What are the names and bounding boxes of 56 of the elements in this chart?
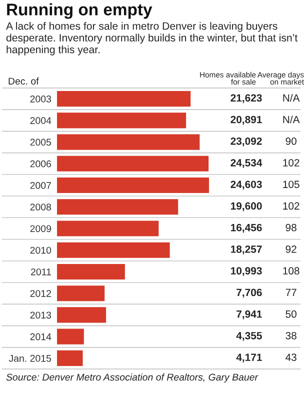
chart-subtitle: A lack of homes for sale in metro Denver is leaving buyers desperate. Inventory normally builds in the winter, but that isn’t happening this year.	[6, 22, 298, 56]
data-label: 4,171	[236, 354, 262, 362]
text: 90	[286, 137, 296, 145]
text: 98	[286, 224, 296, 232]
y-tick-label: 2011	[31, 268, 51, 276]
text: 38	[286, 332, 296, 340]
y-tick-label: 2005	[30, 138, 52, 146]
data-label: 20,891	[230, 116, 262, 125]
y-tick-label: 2008	[30, 204, 52, 211]
bar	[57, 134, 200, 150]
text: 43	[286, 354, 296, 361]
text: 92	[286, 246, 296, 253]
y-tick-label: 2009	[30, 225, 51, 232]
bar	[57, 307, 106, 323]
data-label: 10,993	[231, 267, 262, 276]
bar	[57, 242, 170, 258]
bar	[57, 286, 105, 302]
bar	[57, 156, 209, 172]
y-tick-label: 2014	[30, 333, 52, 340]
data-label: 18,257	[231, 246, 262, 254]
y-tick-label: 2007	[30, 182, 51, 189]
text: 108	[283, 267, 300, 275]
text: 102	[283, 202, 300, 210]
text: N/A	[283, 116, 300, 124]
data-label: 19,600	[231, 202, 262, 212]
data-label: 7,706	[236, 288, 262, 298]
bar	[57, 199, 178, 215]
data-label: 4,355	[236, 332, 262, 341]
text: 105	[283, 180, 300, 188]
data-label: 23,092	[230, 137, 262, 146]
y-axis-title: Dec. of	[8, 77, 39, 85]
y-tick-label: 2013	[30, 312, 52, 319]
data-label: 24,603	[230, 180, 262, 190]
bar	[57, 177, 209, 194]
y-tick-label: 2004	[30, 117, 52, 124]
bar	[57, 91, 191, 107]
bar	[57, 350, 83, 366]
data-label: 21,623	[230, 94, 262, 104]
y-tick-label: Jan. 2015	[8, 354, 52, 362]
text: 102	[283, 159, 300, 166]
bar	[57, 328, 84, 344]
text: 50	[286, 310, 296, 318]
source-note: Source: Denver Metro Association of Realtors, Gary Bauer	[6, 373, 258, 383]
y-tick-label: 2003	[30, 96, 52, 102]
data-label: 24,534	[230, 159, 262, 168]
y-tick-label: 2012	[30, 290, 51, 297]
y-tick-label: 2006	[30, 160, 52, 168]
text: N/A	[283, 94, 300, 102]
text: 77	[286, 288, 296, 296]
y-tick-label: 2010	[30, 246, 52, 254]
bar	[57, 220, 159, 236]
data-label: 16,456	[231, 224, 262, 233]
chart-title: Running on empty	[7, 3, 152, 19]
data-label: 7,941	[236, 310, 262, 320]
bar	[57, 264, 125, 280]
bar	[57, 112, 186, 128]
